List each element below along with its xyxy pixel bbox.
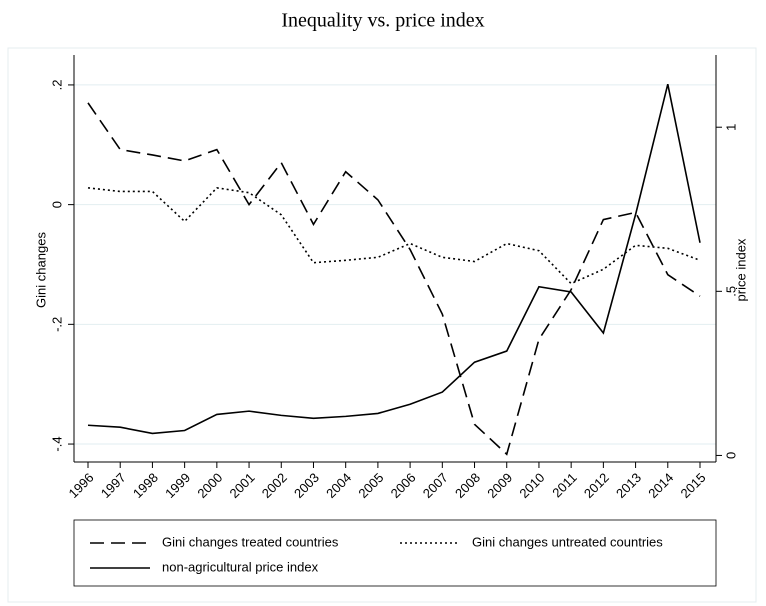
legend-label: Gini changes treated countries xyxy=(162,534,339,549)
legend-box xyxy=(73,519,717,587)
y2-tick-label: .5 xyxy=(723,286,738,297)
line-series xyxy=(87,84,701,435)
y-tick-label: -.4 xyxy=(49,436,64,451)
legend-label: non-agricultural price index xyxy=(162,559,319,574)
line-series xyxy=(87,102,701,456)
chart-title: Inequality vs. price index xyxy=(281,10,484,32)
graph-region xyxy=(7,47,757,603)
y2-axis-label: price index xyxy=(733,238,748,301)
y-tick-label: .2 xyxy=(49,80,64,91)
line-series xyxy=(87,187,701,285)
y-tick-label: 0 xyxy=(49,201,64,208)
y2-tick-label: 1 xyxy=(723,124,738,131)
y-axis-label: Gini changes xyxy=(33,232,48,308)
y2-tick-label: 0 xyxy=(723,452,738,459)
legend-label: Gini changes untreated countries xyxy=(472,534,663,549)
y-tick-label: -.2 xyxy=(49,317,64,332)
